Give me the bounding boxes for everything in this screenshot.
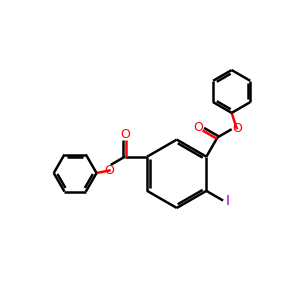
Text: O: O bbox=[104, 164, 114, 177]
Text: I: I bbox=[226, 194, 230, 208]
Text: O: O bbox=[193, 121, 203, 134]
Text: O: O bbox=[120, 128, 130, 142]
Text: O: O bbox=[232, 122, 242, 135]
